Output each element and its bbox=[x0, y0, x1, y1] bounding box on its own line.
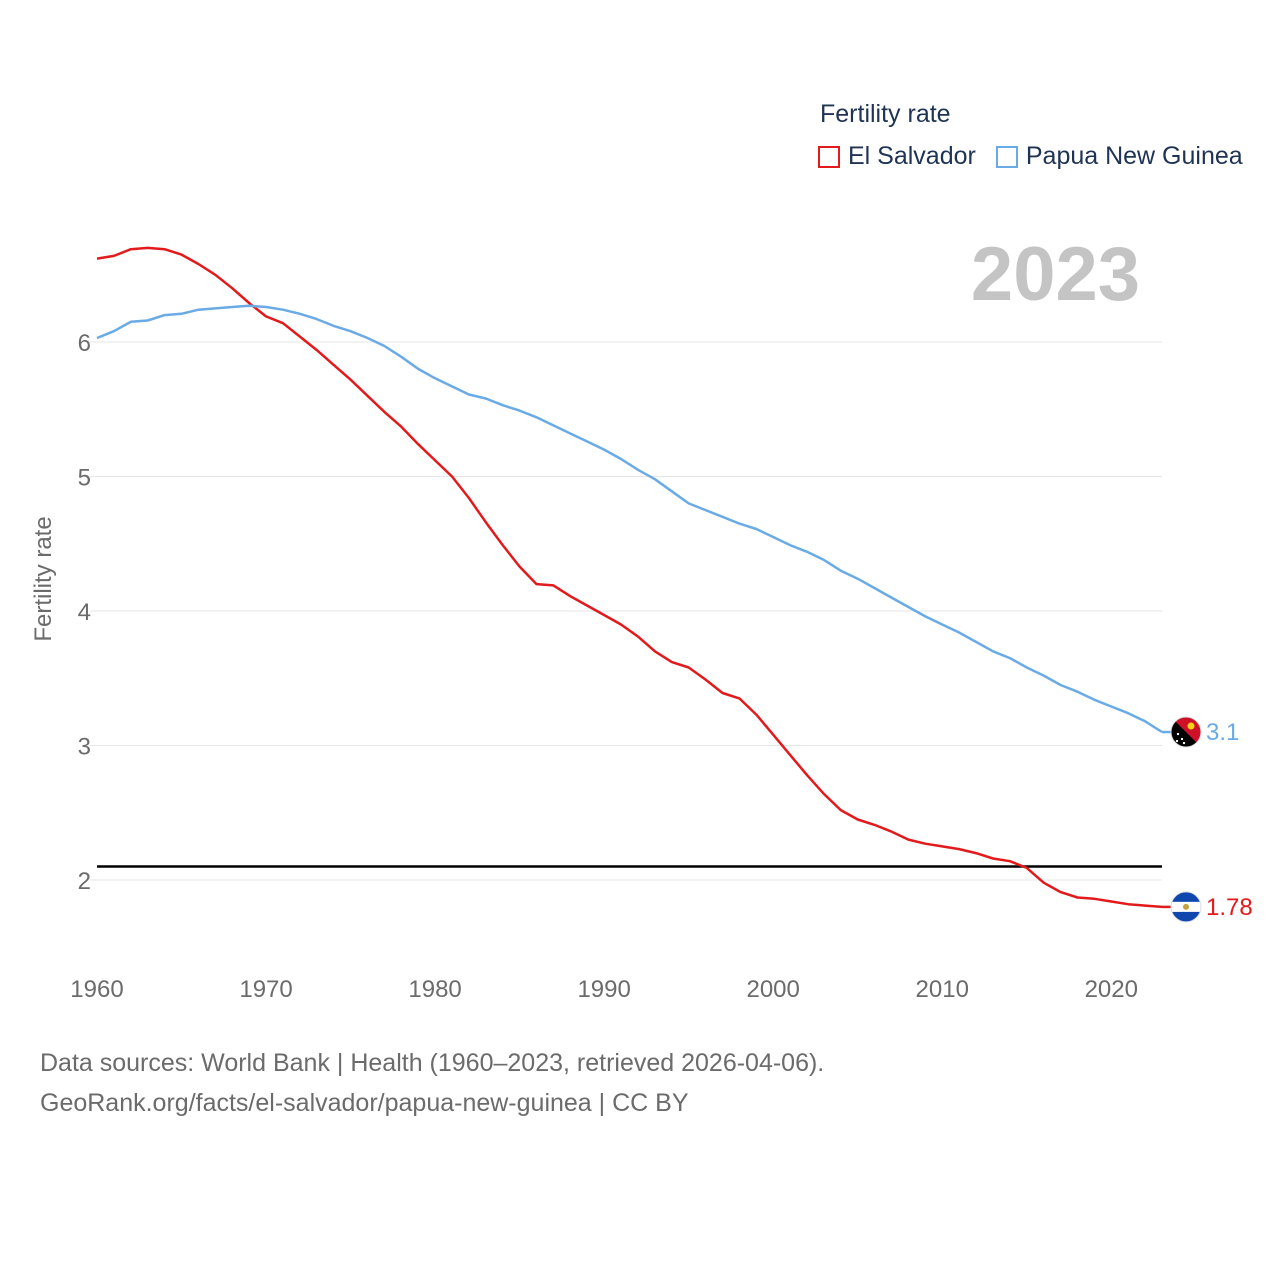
y-tick-labels: 2 3 4 5 6 bbox=[78, 330, 91, 895]
end-value-label: 3.1 bbox=[1206, 719, 1239, 746]
source-url-link[interactable]: GeoRank.org/facts/el-salvador/papua-new-… bbox=[40, 1089, 689, 1117]
series-end-markers: 1.78 3.1 bbox=[1162, 716, 1253, 923]
grid-lines bbox=[90, 341, 1162, 881]
x-tick-label: 1960 bbox=[70, 976, 123, 1003]
year-label: 2023 bbox=[971, 232, 1140, 317]
legend-item-papua-new-guinea[interactable]: Papua New Guinea bbox=[995, 142, 1243, 171]
x-tick-label: 2000 bbox=[746, 976, 799, 1003]
series-line-el-salvador bbox=[96, 246, 1163, 909]
series-lines bbox=[96, 246, 1163, 909]
x-tick-label: 1980 bbox=[408, 976, 461, 1003]
data-sources-text: Data sources: World Bank | Health (1960–… bbox=[40, 1049, 825, 1077]
papua-new-guinea-flag-icon bbox=[1170, 716, 1202, 748]
legend-item-el-salvador[interactable]: El Salvador bbox=[818, 142, 976, 171]
legend-label: Papua New Guinea bbox=[1025, 142, 1243, 170]
el-salvador-flag-icon bbox=[1170, 891, 1202, 923]
y-tick-label: 6 bbox=[78, 330, 91, 357]
x-tick-label: 2010 bbox=[916, 976, 969, 1003]
y-tick-label: 5 bbox=[78, 465, 91, 492]
x-tick-label: 1990 bbox=[577, 976, 630, 1003]
legend: El Salvador Papua New Guinea bbox=[818, 142, 1263, 171]
end-value-label: 1.78 bbox=[1206, 894, 1253, 921]
y-tick-label: 4 bbox=[78, 599, 91, 626]
x-tick-label: 2020 bbox=[1085, 976, 1138, 1003]
series-line-papua-new-guinea bbox=[96, 304, 1163, 734]
y-tick-label: 3 bbox=[78, 734, 91, 761]
y-axis-label: Fertility rate bbox=[30, 516, 57, 641]
legend-swatch bbox=[818, 145, 840, 168]
legend-title: Fertility rate bbox=[820, 100, 951, 128]
x-tick-label: 1970 bbox=[239, 976, 292, 1003]
y-tick-label: 2 bbox=[78, 868, 91, 895]
legend-label: El Salvador bbox=[848, 142, 976, 170]
legend-swatch bbox=[995, 145, 1018, 168]
x-tick-labels: 1960 1970 1980 1990 2000 2010 2020 bbox=[70, 976, 1138, 1003]
source-note: Data sources: World Bank | Health (1960–… bbox=[40, 1043, 824, 1123]
